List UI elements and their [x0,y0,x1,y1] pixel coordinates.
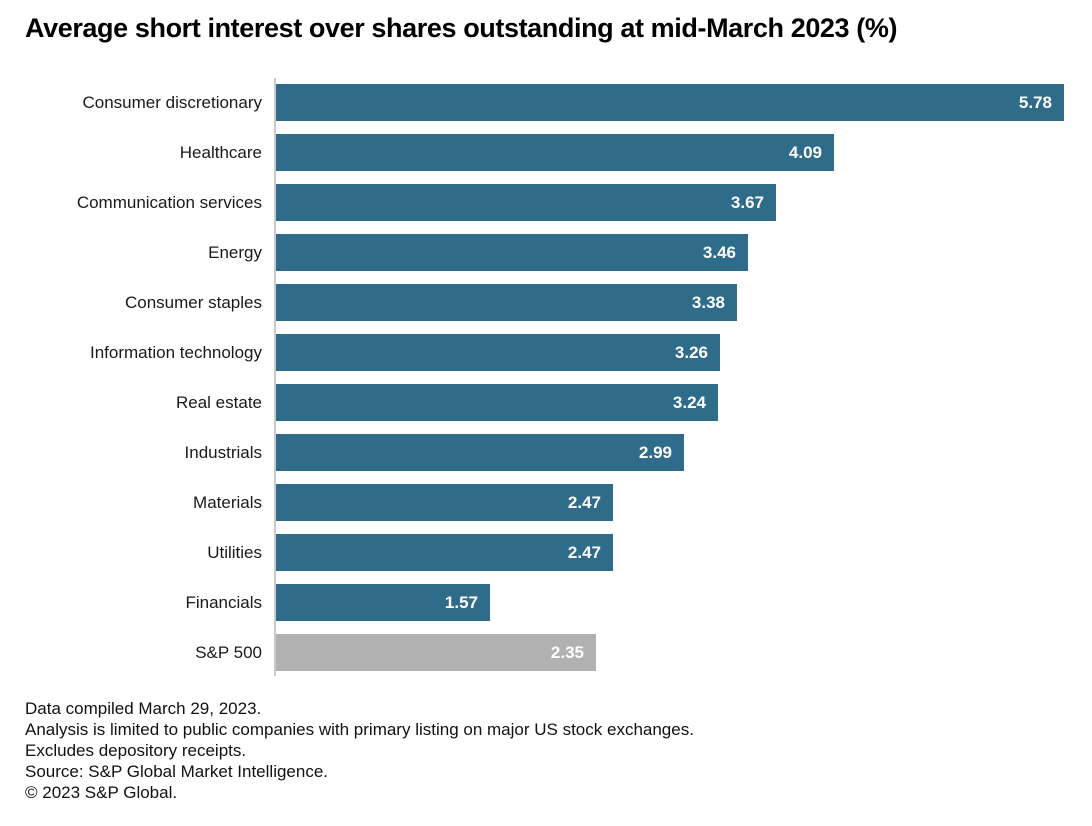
value-label: 2.99 [638,442,672,462]
footnote-line: Source: S&P Global Market Intelligence. [25,762,329,781]
bar-track: 3.67 [276,184,1092,221]
bar-track: 2.35 [276,634,1092,671]
bar: 1.57 [276,584,490,621]
category-label: Consumer discretionary [82,93,262,112]
bar-track: 4.09 [276,134,1092,171]
bar: 5.78 [276,84,1064,121]
bar-track: 1.57 [276,584,1092,621]
value-label: 3.46 [702,242,736,262]
bar-track: 2.47 [276,484,1092,521]
value-label: 3.67 [730,192,764,212]
category-label: Consumer staples [124,293,262,312]
bar-row: Consumer staples 3.38 [0,284,1092,334]
bar-row: Communication services 3.67 [0,184,1092,234]
bar-track: 2.99 [276,434,1092,471]
value-label: 1.57 [444,592,478,612]
value-label: 2.47 [567,492,601,512]
bar: 3.46 [276,234,748,271]
value-label: 3.38 [691,292,725,312]
y-axis-line [274,78,276,676]
category-label: Utilities [207,543,262,562]
footnote-line: Analysis is limited to public companies … [25,720,694,739]
footnote-line: © 2023 S&P Global. [25,783,178,802]
bar-row: Financials 1.57 [0,584,1092,634]
category-label: Financials [185,593,262,612]
value-label: 2.47 [567,542,601,562]
category-label: Energy [208,243,262,262]
bar: 3.26 [276,334,720,371]
bar: 2.47 [276,484,613,521]
bar: 3.38 [276,284,737,321]
bar-row: Real estate 3.24 [0,384,1092,434]
bar: 3.24 [276,384,718,421]
bar-row: Consumer discretionary 5.78 [0,84,1092,134]
bar-track: 3.26 [276,334,1092,371]
value-label: 3.24 [672,392,706,412]
bar-track: 3.38 [276,284,1092,321]
bar-row: Energy 3.46 [0,234,1092,284]
bar: 2.35 [276,634,596,671]
footnotes: Data compiled March 29, 2023. Analysis is… [25,698,694,803]
category-label: S&P 500 [195,643,262,662]
bar-row: Materials 2.47 [0,484,1092,534]
category-label: Industrials [184,443,262,462]
category-label: Materials [193,493,262,512]
bar-row: S&P 500 2.35 [0,634,1092,684]
value-label: 2.35 [550,642,584,662]
bar-track: 3.46 [276,234,1092,271]
bar-row: Utilities 2.47 [0,534,1092,584]
bar: 4.09 [276,134,834,171]
bar: 2.47 [276,534,613,571]
value-label: 5.78 [1018,92,1052,112]
footnote-line: Data compiled March 29, 2023. [25,699,262,718]
chart-rows: Consumer discretionary 5.78 Healthcare 4.09… [0,78,1092,684]
bar-track: 2.47 [276,534,1092,571]
chart-title: Average short interest over shares outst… [25,13,898,43]
bar-chart: Consumer discretionary 5.78 Healthcare 4.09… [0,78,1092,678]
category-label: Healthcare [179,143,262,162]
bar-row: Industrials 2.99 [0,434,1092,484]
bar: 3.67 [276,184,776,221]
bar: 2.99 [276,434,684,471]
value-label: 4.09 [788,142,822,162]
bar-row: Information technology 3.26 [0,334,1092,384]
bar-row: Healthcare 4.09 [0,134,1092,184]
bar-track: 3.24 [276,384,1092,421]
footnote-line: Excludes depository receipts. [25,741,247,760]
value-label: 3.26 [674,342,708,362]
category-label: Real estate [176,393,262,412]
category-label: Communication services [76,193,262,212]
bar-track: 5.78 [276,84,1092,121]
category-label: Information technology [90,343,262,362]
